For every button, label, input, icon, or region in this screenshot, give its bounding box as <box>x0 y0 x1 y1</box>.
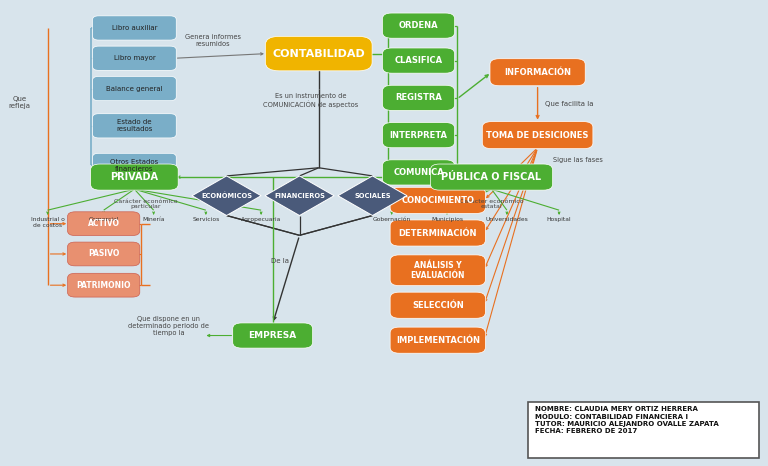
FancyBboxPatch shape <box>390 220 485 246</box>
Text: Estado de
resultados: Estado de resultados <box>116 119 153 132</box>
FancyBboxPatch shape <box>482 122 593 149</box>
Text: Servicios: Servicios <box>192 217 220 222</box>
Text: Carácter económico
estatal: Carácter económico estatal <box>460 199 523 209</box>
FancyBboxPatch shape <box>382 160 455 185</box>
Text: Hospital: Hospital <box>547 217 571 222</box>
Text: Que
refleja: Que refleja <box>8 96 30 109</box>
FancyBboxPatch shape <box>382 13 455 38</box>
Text: Carácter económico
particular: Carácter económico particular <box>114 199 177 209</box>
Text: Que facilita la: Que facilita la <box>545 101 594 107</box>
Text: TOMA DE DESICIONES: TOMA DE DESICIONES <box>486 130 589 140</box>
FancyBboxPatch shape <box>382 123 455 148</box>
Text: Libro auxiliar: Libro auxiliar <box>111 25 157 31</box>
FancyBboxPatch shape <box>92 76 176 101</box>
Text: ACTIVO: ACTIVO <box>88 219 120 228</box>
Text: CLASIFICA: CLASIFICA <box>395 56 442 65</box>
Text: CONOCIMIENTO: CONOCIMIENTO <box>401 196 475 205</box>
Text: PASIVO: PASIVO <box>88 249 119 259</box>
Text: Es un instrumento de
COMUNICACIÓN de aspectos: Es un instrumento de COMUNICACIÓN de asp… <box>263 93 359 108</box>
Text: Que dispone en un
determinado periodo de
tiempo la: Que dispone en un determinado periodo de… <box>128 316 210 336</box>
Text: ECONÓMICOS: ECONÓMICOS <box>201 192 252 199</box>
Text: Municipios: Municipios <box>431 217 463 222</box>
Text: PATRIMONIO: PATRIMONIO <box>77 281 131 290</box>
FancyBboxPatch shape <box>92 16 176 40</box>
FancyBboxPatch shape <box>92 153 176 178</box>
FancyBboxPatch shape <box>68 273 140 297</box>
Text: Sigue las fases: Sigue las fases <box>553 157 603 163</box>
Text: REGISTRA: REGISTRA <box>395 93 442 103</box>
Text: Genera informes
resumidos: Genera informes resumidos <box>185 34 241 47</box>
Text: NOMBRE: CLAUDIA MERY ORTIZ HERRERA
MÓDULO: CONTABILIDAD FINANCIERA I
TUTOR: MAUR: NOMBRE: CLAUDIA MERY ORTIZ HERRERA MÓDUL… <box>535 406 719 434</box>
FancyBboxPatch shape <box>390 327 485 353</box>
Text: ORDENA: ORDENA <box>399 21 439 30</box>
Text: COMUNICA: COMUNICA <box>393 168 444 177</box>
FancyBboxPatch shape <box>68 242 140 266</box>
Text: Industrial o
de costos: Industrial o de costos <box>31 217 65 228</box>
FancyBboxPatch shape <box>233 323 313 348</box>
Text: SELECCIÓN: SELECCIÓN <box>412 301 464 310</box>
Text: SOCIALES: SOCIALES <box>354 193 391 199</box>
FancyBboxPatch shape <box>390 292 485 318</box>
Text: Agropecuaria: Agropecuaria <box>241 217 281 222</box>
Text: INFORMACIÓN: INFORMACIÓN <box>504 68 571 77</box>
Text: EMPRESA: EMPRESA <box>249 331 296 340</box>
Polygon shape <box>192 176 261 215</box>
Text: Otros Estados
financieros: Otros Estados financieros <box>111 159 158 172</box>
FancyBboxPatch shape <box>266 36 372 71</box>
FancyBboxPatch shape <box>490 59 585 86</box>
FancyBboxPatch shape <box>390 255 485 286</box>
Text: PÚBLICA O FISCAL: PÚBLICA O FISCAL <box>442 172 541 182</box>
FancyBboxPatch shape <box>92 114 176 138</box>
FancyBboxPatch shape <box>382 85 455 110</box>
Text: De la: De la <box>271 258 290 264</box>
Text: ANÁLISIS Y
EVALUACIÓN: ANÁLISIS Y EVALUACIÓN <box>411 260 465 280</box>
FancyBboxPatch shape <box>92 46 176 70</box>
FancyBboxPatch shape <box>528 402 759 458</box>
FancyBboxPatch shape <box>91 164 178 190</box>
Text: Minería: Minería <box>142 217 165 222</box>
Polygon shape <box>265 176 334 215</box>
Text: INTERPRETA: INTERPRETA <box>389 130 448 140</box>
Text: DETERMINACIÓN: DETERMINACIÓN <box>399 228 477 238</box>
FancyBboxPatch shape <box>430 164 553 190</box>
Polygon shape <box>338 176 407 215</box>
FancyBboxPatch shape <box>382 48 455 73</box>
FancyBboxPatch shape <box>390 187 485 213</box>
Text: IMPLEMENTACIÓN: IMPLEMENTACIÓN <box>396 336 480 345</box>
Text: Balance general: Balance general <box>106 86 163 91</box>
Text: Libro mayor: Libro mayor <box>114 55 155 61</box>
FancyBboxPatch shape <box>68 212 140 235</box>
Text: Gobernación: Gobernación <box>372 217 411 222</box>
Text: Comercial: Comercial <box>88 217 119 222</box>
Text: CONTABILIDAD: CONTABILIDAD <box>273 48 365 59</box>
Text: FINANCIEROS: FINANCIEROS <box>274 193 325 199</box>
Text: Universidades: Universidades <box>485 217 528 222</box>
Text: PRIVADA: PRIVADA <box>111 172 158 182</box>
